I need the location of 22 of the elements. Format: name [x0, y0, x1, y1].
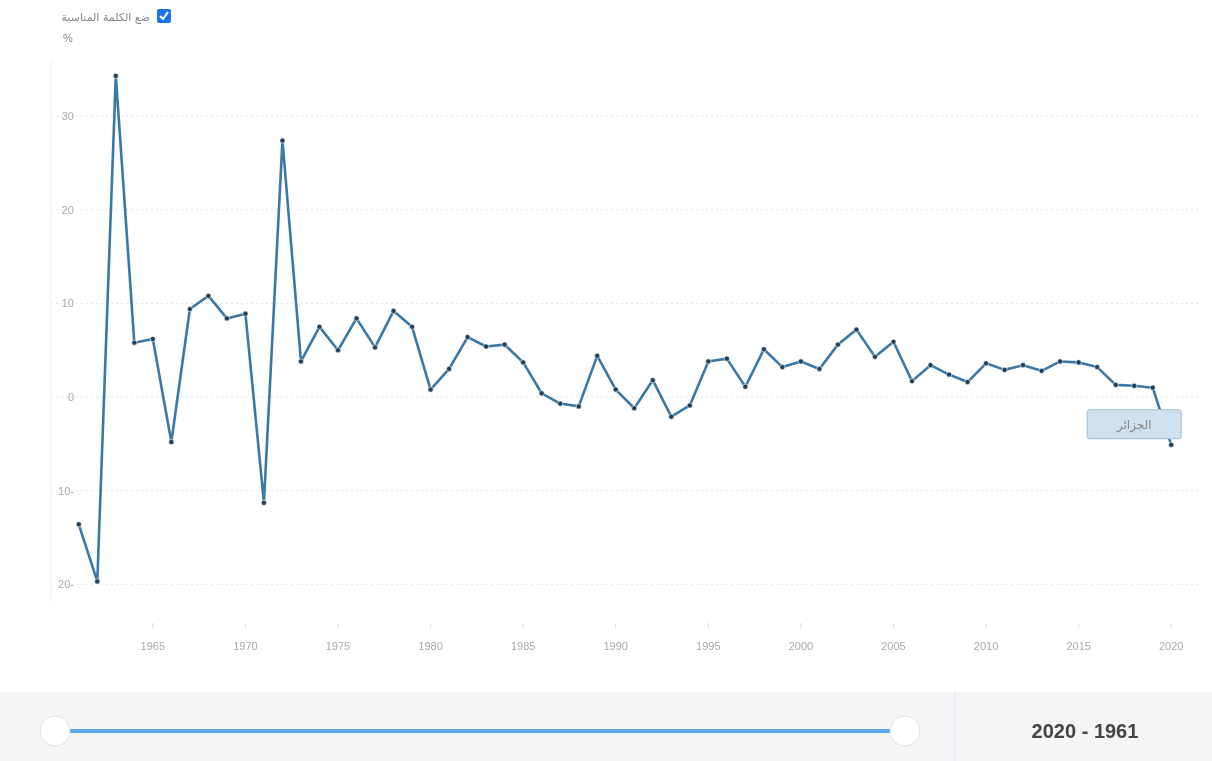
x-tick-label: 1970: [233, 640, 258, 652]
series-label: الجزائر: [1115, 417, 1152, 433]
x-tick-label: 1995: [696, 640, 721, 652]
y-tick-label: 30: [61, 110, 74, 123]
y-tick-label: 10: [61, 297, 74, 310]
y-axis-title: %: [63, 32, 74, 44]
x-tick-label: 1975: [325, 640, 351, 652]
x-tick-label: 2005: [881, 640, 906, 652]
y-tick-label: 10-: [58, 484, 75, 497]
x-tick-label: 2020: [1158, 640, 1184, 652]
x-tick-label: 1965: [140, 640, 166, 652]
x-tick-label: 1980: [418, 640, 443, 652]
text: ضع الكلمة المناسبة: [61, 11, 150, 24]
x-tick-label: 1985: [510, 640, 536, 652]
x-tick-label: 2000: [788, 640, 814, 652]
text: 2020 - 1961: [1031, 720, 1139, 742]
x-tick-label: 1990: [603, 640, 628, 652]
x-tick-label: 2015: [1066, 640, 1091, 652]
y-tick-label: 20: [61, 203, 74, 216]
y-tick-label: 0: [67, 391, 74, 404]
x-tick-label: 2010: [973, 640, 999, 652]
y-tick-label: 20-: [58, 578, 75, 591]
